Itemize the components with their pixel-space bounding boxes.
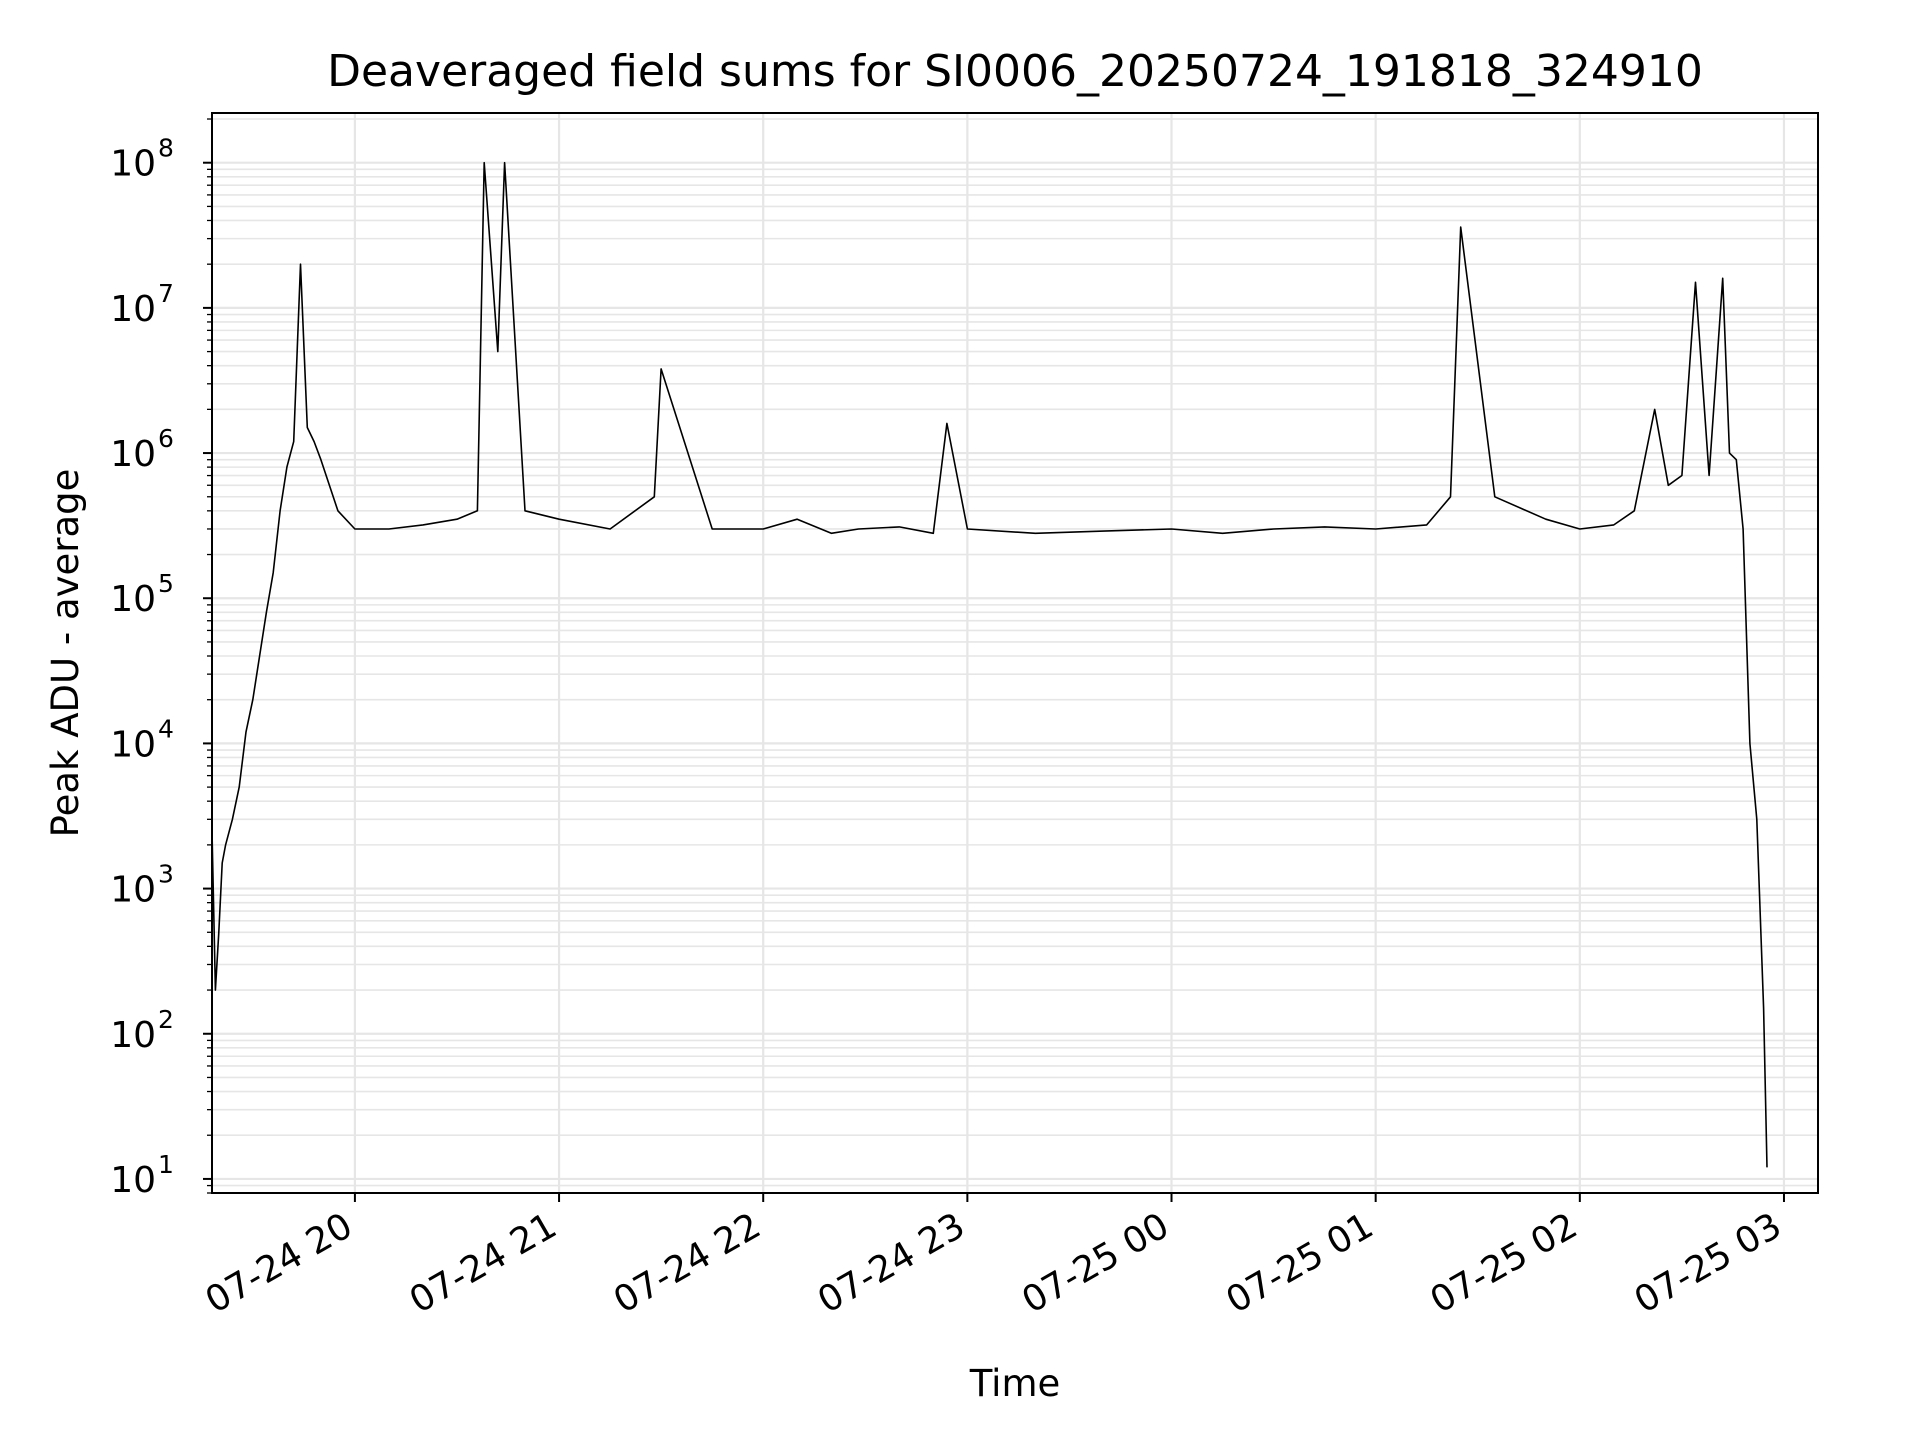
y-axis-label: Peak ADU - average	[44, 469, 87, 838]
y-tick-label: 10	[110, 1015, 156, 1056]
x-tick-label: 07-25 01	[1219, 1205, 1380, 1321]
y-tick-exponent: 4	[158, 714, 174, 743]
x-tick-label: 07-24 20	[199, 1205, 360, 1321]
grid-layer	[212, 113, 1818, 1194]
y-tick-exponent: 7	[158, 279, 174, 308]
y-tick-exponent: 8	[158, 134, 174, 163]
y-tick-exponent: 5	[158, 569, 174, 598]
x-axis: 07-24 20 07-24 21 07-24 22 07-24 23 07-25 00…	[199, 1193, 1789, 1322]
line-layer	[211, 161, 1768, 1168]
x-tick-label: 07-25 00	[1015, 1205, 1176, 1321]
y-tick-label: 10	[110, 724, 156, 765]
y-tick-exponent: 3	[158, 860, 174, 889]
y-tick-exponent: 6	[158, 424, 174, 453]
y-tick-label: 10	[110, 870, 156, 911]
y-tick-exponent: 2	[158, 1005, 174, 1034]
x-tick-label: 07-25 02	[1424, 1205, 1585, 1321]
x-tick-label: 07-24 22	[607, 1205, 768, 1321]
y-tick-label: 10	[110, 434, 156, 475]
y-tick-label: 10	[110, 289, 156, 330]
y-tick-label: 10	[110, 579, 156, 620]
y-tick-label: 10	[110, 144, 156, 185]
x-tick-label: 07-24 21	[403, 1205, 564, 1321]
x-tick-label: 07-24 23	[811, 1205, 972, 1321]
y-tick-label: 10	[110, 1160, 156, 1201]
y-tick-exponent: 1	[158, 1150, 174, 1179]
plot-area-frame	[211, 112, 1819, 1194]
chart-title: Deaveraged field sums for SI0006_2025072…	[327, 46, 1703, 97]
series-line	[211, 161, 1768, 1168]
x-tick-label: 07-25 03	[1628, 1205, 1789, 1321]
x-axis-label: Time	[969, 1362, 1061, 1405]
